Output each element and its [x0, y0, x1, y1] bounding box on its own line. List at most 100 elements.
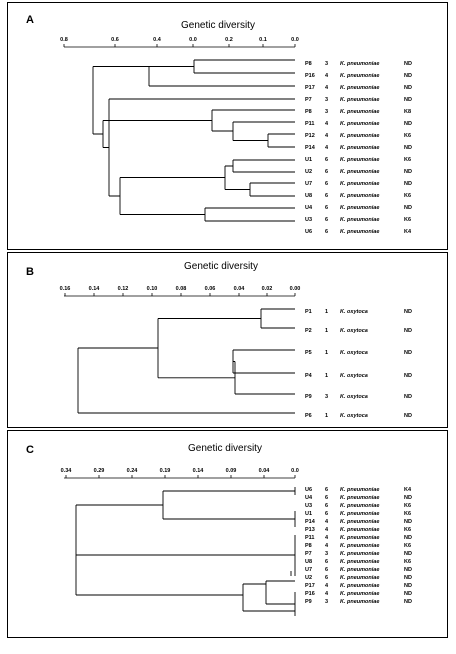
group-number: 6 [325, 575, 328, 581]
tree-c [75, 487, 296, 616]
isolate-id: P8 [305, 543, 312, 549]
capsule-code: K6 [404, 559, 411, 565]
panel-b-letter: B [26, 266, 34, 278]
leaf-row: U8 6 K. pneumoniae K6 [305, 193, 411, 199]
leaf-row: P4 1 K. oxytoca ND [305, 373, 412, 379]
leaf-row: P2 1 K. oxytoca ND [305, 328, 412, 334]
capsule-code: ND [404, 599, 412, 605]
leaf-row: P12 4 K. pneumoniae K6 [305, 133, 411, 139]
leaf-row: P8 3 K. pneumoniae K8 [305, 109, 411, 115]
axis-tick-label: 0.10 [147, 286, 158, 292]
axis-tick-label: 0.0 [189, 37, 197, 43]
isolate-id: P16 [305, 73, 315, 79]
species-name: K. pneumoniae [340, 205, 379, 211]
leaf-row: P7 3 K. pneumoniae ND [305, 97, 412, 103]
species-name: K. pneumoniae [340, 559, 379, 565]
isolate-id: U3 [305, 503, 312, 509]
leaf-row: U6 6 K. pneumoniae K4 [305, 229, 412, 235]
group-number: 1 [325, 350, 328, 356]
leaf-row: P14 4 K. pneumoniae ND [305, 519, 412, 525]
isolate-id: P16 [305, 591, 315, 597]
species-name: K. pneumoniae [340, 121, 379, 127]
capsule-code: K6 [404, 217, 411, 223]
leaf-row: U4 6 K. pneumoniae ND [305, 205, 412, 211]
capsule-code: ND [404, 535, 412, 541]
capsule-code: K4 [404, 229, 412, 235]
group-number: 1 [325, 309, 328, 315]
axis-tick-label: 0.6 [111, 37, 119, 43]
leaf-row: P17 4 K. pneumoniae ND [305, 583, 412, 589]
group-number: 4 [325, 591, 329, 597]
panel-c-letter: C [26, 444, 34, 456]
capsule-code: ND [404, 169, 412, 175]
group-number: 6 [325, 169, 328, 175]
capsule-code: ND [404, 591, 412, 597]
isolate-id: U4 [305, 205, 313, 211]
isolate-id: P9 [305, 394, 312, 400]
species-name: K. pneumoniae [340, 511, 379, 517]
isolate-id: U3 [305, 217, 312, 223]
species-name: K. oxytoca [340, 373, 368, 379]
species-name: K. pneumoniae [340, 527, 379, 533]
isolate-id: U1 [305, 157, 312, 163]
capsule-code: K6 [404, 527, 411, 533]
capsule-code: ND [404, 73, 412, 79]
isolate-id: P9 [305, 599, 312, 605]
species-name: K. pneumoniae [340, 583, 379, 589]
group-number: 3 [325, 97, 328, 103]
group-number: 6 [325, 181, 328, 187]
panel-b-title: Genetic diversity [184, 261, 258, 272]
group-number: 6 [325, 487, 328, 493]
capsule-code: ND [404, 519, 412, 525]
axis-tick-label: 0.04 [259, 468, 271, 474]
group-number: 1 [325, 328, 328, 334]
isolate-id: U2 [305, 169, 312, 175]
capsule-code: ND [404, 85, 412, 91]
isolate-id: U6 [305, 229, 312, 235]
capsule-code: ND [404, 205, 412, 211]
species-name: K. pneumoniae [340, 575, 379, 581]
capsule-code: ND [404, 181, 412, 187]
isolate-id: P7 [305, 97, 312, 103]
panel-c-title: Genetic diversity [188, 443, 262, 454]
isolate-id: P4 [305, 373, 313, 379]
axis-tick-label: 0.29 [94, 468, 105, 474]
axis-tick-label: 0.02 [262, 286, 273, 292]
group-number: 6 [325, 567, 328, 573]
dendrogram-a: A Genetic diversity 0.8 0.6 0.4 0.0 0.2 0.1 0.… [26, 14, 412, 235]
leaf-row: P16 4 K. pneumoniae ND [305, 591, 412, 597]
species-name: K. pneumoniae [340, 109, 379, 115]
species-name: K. oxytoca [340, 350, 368, 356]
isolate-id: P13 [305, 527, 315, 533]
dendrogram-b: B Genetic diversity 0.16 0.14 0.12 0.10 0.08… [26, 261, 412, 419]
panel-b: B Genetic diversity 0.16 0.14 0.12 0.10 0.08… [7, 252, 448, 428]
isolate-id: U2 [305, 575, 312, 581]
leaf-row: P9 3 K. oxytoca ND [305, 394, 412, 400]
axis-tick-label: 0.24 [127, 468, 139, 474]
species-name: K. pneumoniae [340, 551, 379, 557]
species-name: K. pneumoniae [340, 519, 379, 525]
capsule-code: ND [404, 394, 412, 400]
isolate-id: P5 [305, 350, 312, 356]
axis-tick-label: 0.1 [259, 37, 267, 43]
species-name: K. pneumoniae [340, 599, 379, 605]
leaf-row: U1 6 K. pneumoniae K6 [305, 157, 411, 163]
isolate-id: P1 [305, 309, 312, 315]
axis-ticks-a: 0.8 0.6 0.4 0.0 0.2 0.1 0.0 [60, 37, 299, 47]
group-number: 6 [325, 559, 328, 565]
species-name: K. pneumoniae [340, 61, 379, 67]
species-name: K. oxytoca [340, 394, 368, 400]
isolate-id: P8 [305, 61, 312, 67]
leaf-row: U1 6 K. pneumoniae K6 [305, 511, 411, 517]
axis-tick-label: 0.0 [291, 37, 299, 43]
leaf-row: U4 6 K. pneumoniae ND [305, 495, 412, 501]
leaf-row: P17 4 K. pneumoniae ND [305, 85, 412, 91]
axis-tick-label: 0.00 [290, 286, 301, 292]
species-name: K. pneumoniae [340, 145, 379, 151]
species-name: K. oxytoca [340, 309, 368, 315]
capsule-code: ND [404, 583, 412, 589]
species-name: K. pneumoniae [340, 567, 379, 573]
leaf-row: U7 6 K. pneumoniae ND [305, 567, 412, 573]
group-number: 4 [325, 85, 329, 91]
